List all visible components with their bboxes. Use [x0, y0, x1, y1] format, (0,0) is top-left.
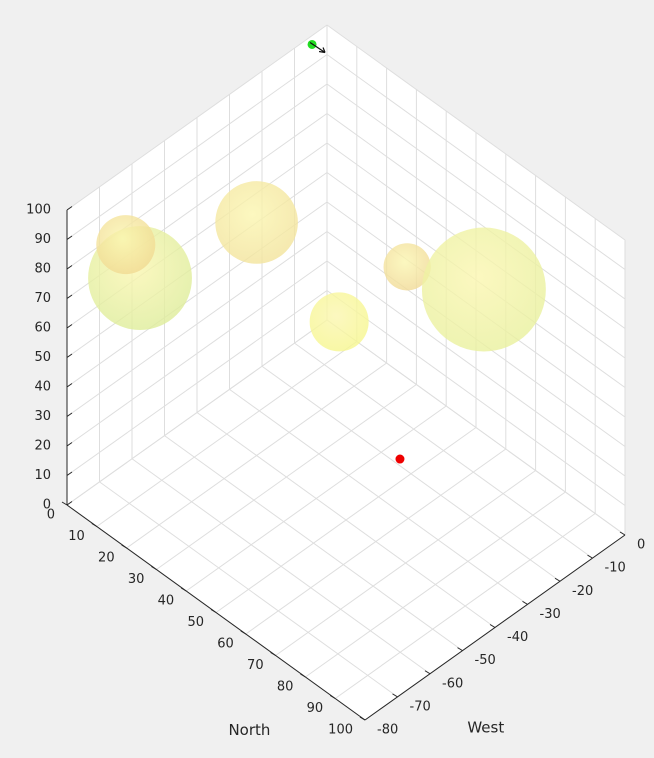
- x-tick-label: 100: [328, 723, 353, 738]
- y-tick: [619, 531, 626, 536]
- x-tick: [91, 523, 98, 527]
- z-tick: [66, 265, 73, 270]
- z-tick: [66, 353, 73, 358]
- z-tick: [66, 235, 73, 240]
- grid-line: [326, 260, 626, 477]
- y-tick: [392, 693, 398, 698]
- y-tick: [489, 624, 496, 628]
- z-tick-label: 20: [34, 439, 51, 454]
- grid-line: [294, 342, 593, 559]
- y-tick-label: -40: [507, 630, 528, 645]
- grid-line: [326, 290, 626, 506]
- x-tick-label: 10: [68, 529, 85, 544]
- grid-line: [261, 365, 561, 582]
- x-tick-label: 50: [187, 615, 204, 630]
- marker: [395, 454, 405, 464]
- y-axis-label: West: [467, 719, 504, 737]
- x-tick-label: 30: [128, 572, 145, 587]
- y-tick-label: -80: [377, 723, 398, 738]
- grid-line: [326, 24, 626, 241]
- x-tick: [210, 609, 217, 613]
- z-tick-label: 80: [34, 262, 51, 277]
- y-tick: [587, 554, 593, 559]
- y-tick: [554, 577, 561, 582]
- x-tick: [180, 587, 187, 592]
- sphere: [309, 292, 369, 352]
- grid-line: [196, 412, 496, 628]
- z-tick-label: 30: [34, 409, 51, 424]
- x-tick: [151, 566, 157, 570]
- y-tick-label: -30: [540, 607, 561, 622]
- z-tick-label: 90: [34, 232, 51, 247]
- z-tick: [66, 206, 73, 211]
- x-tick: [270, 652, 276, 656]
- z-tick: [66, 383, 73, 388]
- z-tick: [66, 471, 73, 476]
- grid-line: [66, 231, 328, 417]
- grid-line: [131, 458, 431, 675]
- y-tick: [457, 647, 463, 652]
- z-tick: [66, 324, 73, 329]
- grid-line: [66, 260, 328, 447]
- y-tick-label: -10: [605, 561, 626, 576]
- y-tick: [522, 600, 528, 605]
- y-tick-label: -60: [442, 676, 463, 691]
- z-tick-label: 100: [26, 203, 51, 218]
- axes: 0 10 20 30 40 50 60 70 80 90 100 0 10 20 30 40 50 60 70 80 9…: [26, 203, 645, 740]
- sphere: [421, 227, 546, 352]
- grid-line: [66, 54, 328, 240]
- x-tick: [329, 695, 336, 699]
- z-tick-label: 70: [34, 291, 51, 306]
- x-tick: [300, 673, 306, 678]
- y-tick: [424, 670, 431, 675]
- y-tick-label: -20: [572, 584, 593, 599]
- x-tick-label: 80: [277, 680, 294, 695]
- y-tick: [359, 716, 366, 721]
- marks: [88, 39, 546, 464]
- y-tick-label: 0: [637, 538, 645, 553]
- x-tick: [61, 501, 68, 506]
- x-axis-label: North: [228, 721, 270, 739]
- z-tick-label: 60: [34, 321, 51, 336]
- x-tick-label: 0: [47, 508, 55, 523]
- z-tick-label: 40: [34, 380, 51, 395]
- x-tick-label: 90: [307, 701, 324, 716]
- x-tick: [240, 630, 247, 635]
- x-tick-label: 60: [217, 637, 234, 652]
- grid: [66, 24, 626, 721]
- z-tick-label: 0: [43, 498, 51, 513]
- grid-line: [229, 388, 528, 605]
- x-tick-label: 40: [158, 594, 175, 609]
- x-tick-label: 20: [98, 551, 115, 566]
- y-tick-label: -50: [475, 653, 496, 668]
- z-tick: [66, 412, 73, 417]
- z-tick: [66, 501, 73, 506]
- grid-line: [326, 319, 626, 536]
- z-tick-label: 50: [34, 350, 51, 365]
- sphere: [383, 243, 431, 291]
- y-tick-label: -70: [410, 699, 431, 714]
- grid-line: [66, 319, 328, 506]
- sphere: [215, 181, 298, 264]
- z-tick: [66, 442, 73, 447]
- sphere: [96, 215, 156, 275]
- z-tick: [66, 294, 73, 299]
- grid-line: [66, 24, 328, 211]
- x-tick-label: 70: [247, 658, 264, 673]
- grid-line: [99, 481, 398, 698]
- heading-arrow: [309, 41, 326, 54]
- grid-line: [326, 113, 626, 329]
- x-tick: [121, 544, 127, 549]
- grid-line: [164, 435, 463, 652]
- grid-line: [326, 54, 626, 270]
- grid-line: [326, 83, 626, 300]
- grid-line: [66, 290, 328, 476]
- z-tick-label: 10: [34, 468, 51, 483]
